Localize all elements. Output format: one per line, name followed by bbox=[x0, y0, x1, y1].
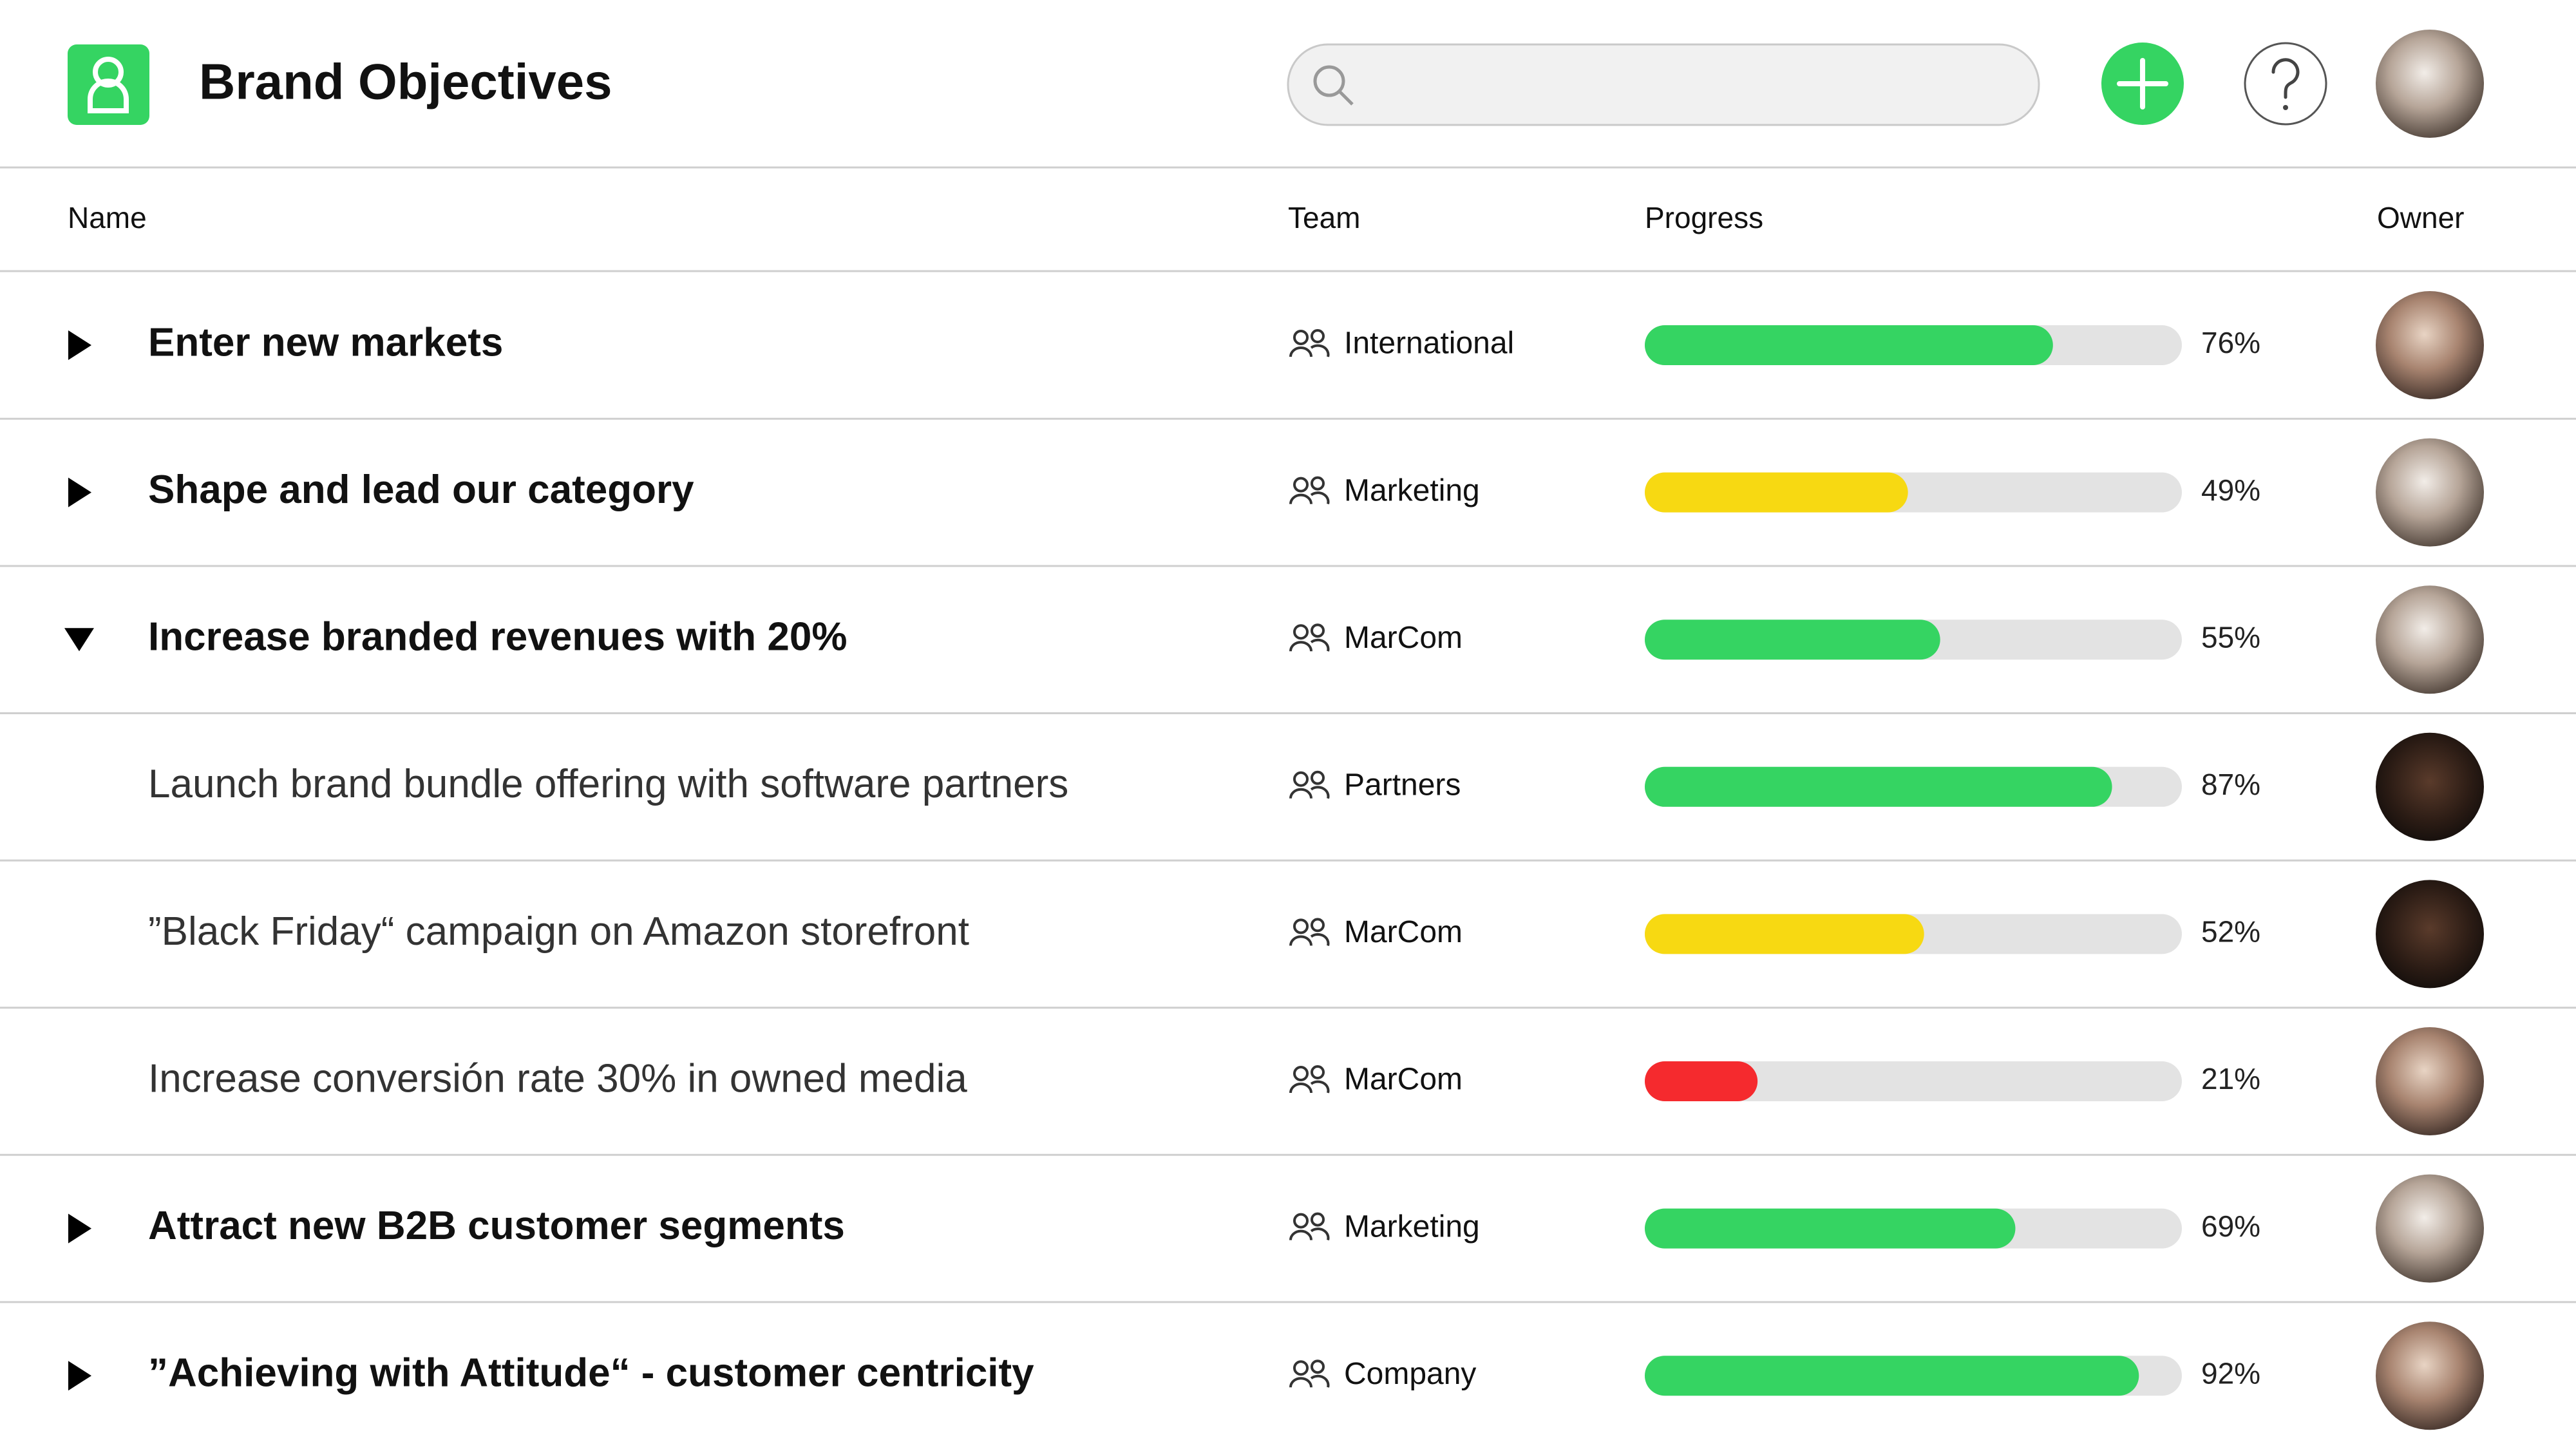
team-icon bbox=[1289, 918, 1330, 946]
owner-avatar[interactable] bbox=[2376, 732, 2484, 841]
progress-track bbox=[1645, 1061, 2182, 1101]
column-header[interactable]: Name bbox=[68, 201, 147, 234]
key-result-name: Increase conversión rate 30% in owned me… bbox=[148, 1056, 967, 1101]
team-icon bbox=[1289, 623, 1330, 652]
progress-label: 21% bbox=[2201, 1062, 2260, 1095]
add-icon bbox=[2117, 58, 2168, 109]
progress-label: 49% bbox=[2201, 473, 2260, 507]
progress-bar bbox=[1645, 472, 1908, 513]
expand-toggle[interactable] bbox=[68, 330, 91, 360]
team-name: MarCom bbox=[1344, 621, 1463, 655]
search-box[interactable] bbox=[1287, 43, 2040, 126]
progress-bar bbox=[1645, 1208, 2016, 1249]
team-name: Marketing bbox=[1344, 473, 1480, 507]
progress-bar bbox=[1645, 1061, 1758, 1101]
team-icon bbox=[1289, 329, 1330, 357]
team-name: Company bbox=[1344, 1357, 1476, 1391]
objective-name: Attract new B2B customer segments bbox=[148, 1204, 845, 1248]
objective-name: Shape and lead our category bbox=[148, 468, 694, 512]
progress-label: 52% bbox=[2201, 915, 2260, 949]
search-icon bbox=[1313, 65, 1354, 106]
objective-name: ”Achieving with Attitude“ - customer cen… bbox=[148, 1351, 1034, 1396]
help-icon-dot bbox=[2283, 105, 2288, 110]
team-icon bbox=[1289, 1065, 1330, 1094]
owner-avatar[interactable] bbox=[2376, 291, 2484, 399]
owner-avatar[interactable] bbox=[2376, 880, 2484, 989]
team-name: MarCom bbox=[1344, 1063, 1463, 1097]
progress-label: 76% bbox=[2201, 326, 2260, 359]
team-icon bbox=[1289, 1359, 1330, 1388]
expand-toggle[interactable] bbox=[68, 477, 91, 507]
logo-icon bbox=[88, 57, 129, 113]
user-avatar[interactable] bbox=[2376, 30, 2484, 138]
expand-toggle[interactable] bbox=[68, 1361, 91, 1391]
page-title: Brand Objectives bbox=[199, 53, 612, 110]
objective-name: Increase branded revenues with 20% bbox=[148, 615, 847, 659]
help-button[interactable] bbox=[2244, 42, 2327, 126]
owner-avatar[interactable] bbox=[2376, 438, 2484, 547]
expand-toggle[interactable] bbox=[68, 1213, 91, 1244]
team-name: Partners bbox=[1344, 768, 1461, 802]
column-header[interactable]: Team bbox=[1288, 201, 1360, 234]
progress-bar bbox=[1645, 325, 2053, 365]
column-header[interactable]: Owner bbox=[2377, 201, 2464, 234]
objective-name: Enter new markets bbox=[148, 320, 503, 365]
help-icon bbox=[2271, 58, 2300, 99]
progress-bar bbox=[1645, 620, 1940, 660]
owner-avatar[interactable] bbox=[2376, 1174, 2484, 1283]
owner-avatar[interactable] bbox=[2376, 1321, 2484, 1430]
team-name: Marketing bbox=[1344, 1209, 1480, 1244]
key-result-name: ”Black Friday“ campaign on Amazon storef… bbox=[148, 909, 969, 954]
key-result-name: Launch brand bundle offering with softwa… bbox=[148, 762, 1068, 806]
progress-label: 92% bbox=[2201, 1356, 2260, 1390]
team-name: MarCom bbox=[1344, 915, 1463, 949]
team-icon bbox=[1289, 476, 1330, 505]
owner-avatar[interactable] bbox=[2376, 585, 2484, 694]
progress-label: 87% bbox=[2201, 768, 2260, 801]
progress-label: 55% bbox=[2201, 620, 2260, 654]
progress-bar bbox=[1645, 1356, 2139, 1396]
team-name: International bbox=[1344, 327, 1514, 361]
column-header[interactable]: Progress bbox=[1645, 201, 1763, 234]
team-icon bbox=[1289, 770, 1330, 799]
owner-avatar[interactable] bbox=[2376, 1027, 2484, 1135]
team-icon bbox=[1289, 1212, 1330, 1241]
progress-bar bbox=[1645, 766, 2112, 807]
progress-label: 69% bbox=[2201, 1209, 2260, 1243]
progress-bar bbox=[1645, 914, 1924, 954]
collapse-toggle[interactable] bbox=[64, 628, 94, 652]
